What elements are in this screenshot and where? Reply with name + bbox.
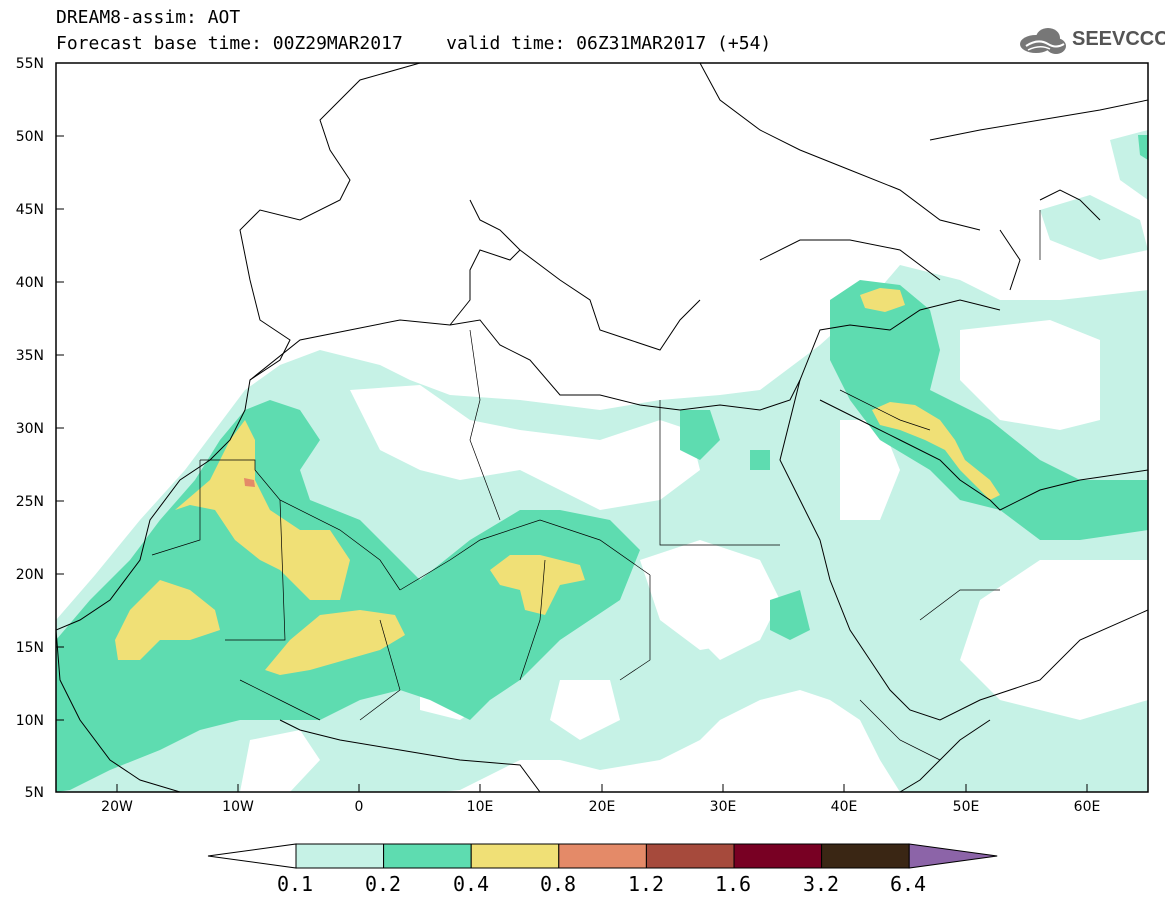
colorbar-label: 0.1 xyxy=(276,872,314,896)
lon-label: 50E xyxy=(952,799,980,815)
logo-text: SEEVCCC xyxy=(1072,28,1165,50)
colorbar-label: 1.6 xyxy=(714,872,752,896)
lat-label: 45N xyxy=(15,202,44,218)
lat-label: 50N xyxy=(15,129,44,145)
lon-label: 20E xyxy=(588,799,616,815)
lat-label: 40N xyxy=(15,275,44,291)
lon-label: 30E xyxy=(709,799,737,815)
aot-field-0.4-0.8 xyxy=(115,288,1000,675)
coastlines xyxy=(56,63,1148,792)
colorbar-label: 0.8 xyxy=(539,872,577,896)
lon-label: 40E xyxy=(830,799,858,815)
colorbar-label: 0.4 xyxy=(452,872,490,896)
lat-label: 25N xyxy=(15,494,44,510)
lon-label: 20W xyxy=(101,799,133,815)
colorbar-label: 3.2 xyxy=(802,872,840,896)
lat-label: 10N xyxy=(15,713,44,729)
seevccc-logo: SEEVCCC xyxy=(1018,24,1165,60)
axis-ticks xyxy=(56,62,1088,792)
lat-label: 30N xyxy=(15,421,44,437)
lat-label: 20N xyxy=(15,567,44,583)
lon-label: 60E xyxy=(1073,799,1101,815)
lat-label: 55N xyxy=(15,56,44,72)
lon-label: 0 xyxy=(354,799,364,815)
colorbar-label: 6.4 xyxy=(889,872,927,896)
lat-label: 5N xyxy=(24,785,44,801)
aot-field-0.8-1.2 xyxy=(244,478,255,487)
forecast-time-line: Forecast base time: 00Z29MAR2017 valid t… xyxy=(56,33,772,54)
lon-label: 10W xyxy=(222,799,254,815)
colorbar-label: 0.2 xyxy=(364,872,402,896)
chart-title: DREAM8-assim: AOT xyxy=(56,7,241,28)
lat-label: 15N xyxy=(15,640,44,656)
lat-label: 35N xyxy=(15,348,44,364)
colorbar-label: 1.2 xyxy=(627,872,665,896)
country-borders xyxy=(151,210,1041,761)
cloud-gear-icon xyxy=(1020,28,1066,54)
lon-label: 10E xyxy=(466,799,494,815)
